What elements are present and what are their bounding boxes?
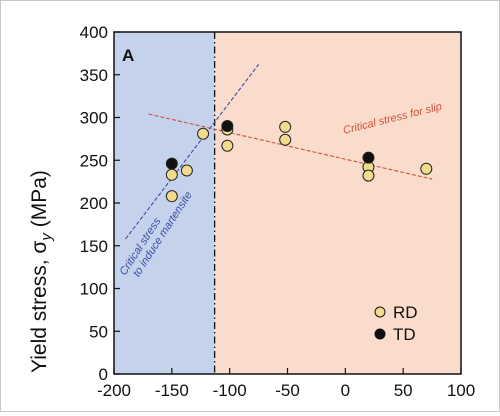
y-tick-label: 250	[80, 151, 108, 170]
y-tick-label: 100	[80, 280, 108, 299]
point-td	[221, 120, 234, 133]
point-rd	[221, 139, 234, 152]
x-tick-label: 50	[394, 381, 413, 400]
tick-layer: -200 -150 -100 -50 0 50 100 0 50 100 150 200 250 300 3…	[80, 23, 476, 400]
x-tick-label: -150	[155, 381, 189, 400]
point-rd	[362, 169, 375, 182]
slip-trend-line	[148, 113, 433, 180]
points-layer	[165, 120, 433, 203]
region-1	[214, 32, 461, 374]
point-rd	[180, 164, 193, 177]
point-rd	[165, 168, 178, 181]
point-rd	[279, 120, 292, 133]
y-axis-label: Yield stress, σy (MPa)	[28, 170, 55, 373]
legend-label-rd: RD	[393, 303, 418, 322]
point-rd	[420, 162, 433, 175]
point-rd	[279, 133, 292, 146]
x-tick-label: -100	[213, 381, 247, 400]
point-rd	[165, 190, 178, 203]
point-rd	[197, 127, 210, 140]
legend-marker-td	[374, 328, 386, 340]
y-tick-label: 200	[80, 194, 108, 213]
legend-marker-rd	[374, 306, 386, 318]
x-tick-label: 0	[341, 381, 350, 400]
point-td	[165, 157, 178, 170]
legend: RD TD	[374, 303, 418, 344]
y-tick-label: 300	[80, 109, 108, 128]
x-tick-label: 100	[447, 381, 475, 400]
martensite-trend-line	[125, 64, 260, 240]
guide-layer	[125, 32, 433, 374]
legend-label-td: TD	[393, 325, 416, 344]
region-0	[114, 32, 215, 374]
y-tick-label: 50	[89, 322, 108, 341]
panel-label: A	[122, 46, 134, 65]
region-layer	[114, 32, 461, 374]
y-tick-label: 150	[80, 237, 108, 256]
y-tick-label: 0	[99, 365, 108, 384]
x-tick-label: -50	[275, 381, 300, 400]
point-td	[362, 151, 375, 164]
y-tick-label: 400	[80, 23, 108, 42]
x-tick-label: -200	[97, 381, 131, 400]
y-tick-label: 350	[80, 66, 108, 85]
